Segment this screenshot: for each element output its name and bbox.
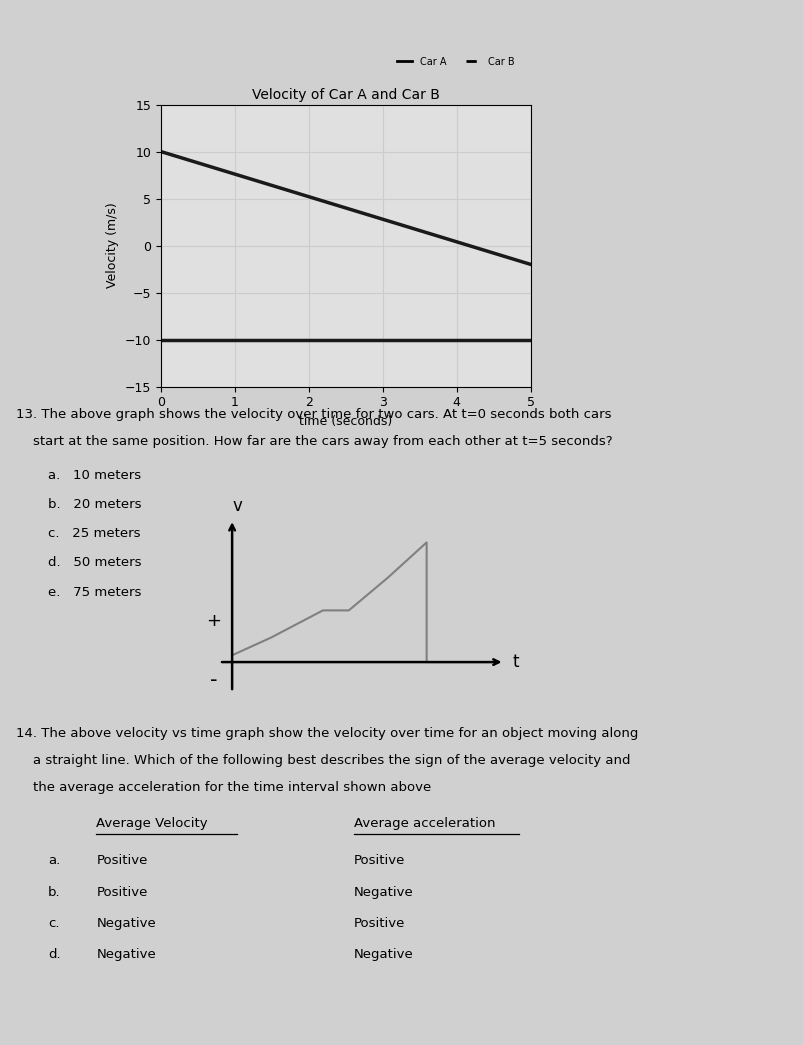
Text: Positive: Positive <box>353 916 405 930</box>
Legend: Car A, Car B: Car A, Car B <box>393 53 518 71</box>
Text: b.   20 meters: b. 20 meters <box>48 497 141 511</box>
Text: +: + <box>206 612 221 630</box>
Text: c.: c. <box>48 916 59 930</box>
Text: v: v <box>232 497 242 515</box>
Text: Positive: Positive <box>353 854 405 867</box>
Text: Negative: Negative <box>96 948 156 961</box>
Text: Negative: Negative <box>96 916 156 930</box>
Text: Positive: Positive <box>96 885 148 899</box>
Text: Average acceleration: Average acceleration <box>353 816 495 830</box>
Text: Negative: Negative <box>353 885 413 899</box>
Text: a.   10 meters: a. 10 meters <box>48 468 141 482</box>
Text: Positive: Positive <box>96 854 148 867</box>
Text: a.: a. <box>48 854 60 867</box>
Text: start at the same position. How far are the cars away from each other at t=5 sec: start at the same position. How far are … <box>16 435 612 448</box>
Text: 14. The above velocity vs time graph show the velocity over time for an object m: 14. The above velocity vs time graph sho… <box>16 726 638 740</box>
Text: Average Velocity: Average Velocity <box>96 816 208 830</box>
Text: c.   25 meters: c. 25 meters <box>48 527 141 540</box>
Text: -: - <box>210 670 218 690</box>
Y-axis label: Velocity (m/s): Velocity (m/s) <box>106 203 119 288</box>
Text: Negative: Negative <box>353 948 413 961</box>
Text: e.   75 meters: e. 75 meters <box>48 585 141 599</box>
Text: b.: b. <box>48 885 61 899</box>
Text: t: t <box>512 653 518 671</box>
X-axis label: time (seconds): time (seconds) <box>299 415 392 428</box>
Text: a straight line. Which of the following best describes the sign of the average v: a straight line. Which of the following … <box>16 753 630 767</box>
Text: 13. The above graph shows the velocity over time for two cars. At t=0 seconds bo: 13. The above graph shows the velocity o… <box>16 408 611 421</box>
Text: d.: d. <box>48 948 61 961</box>
Text: d.   50 meters: d. 50 meters <box>48 556 141 570</box>
Text: the average acceleration for the time interval shown above: the average acceleration for the time in… <box>16 781 430 794</box>
Title: Velocity of Car A and Car B: Velocity of Car A and Car B <box>251 88 439 102</box>
